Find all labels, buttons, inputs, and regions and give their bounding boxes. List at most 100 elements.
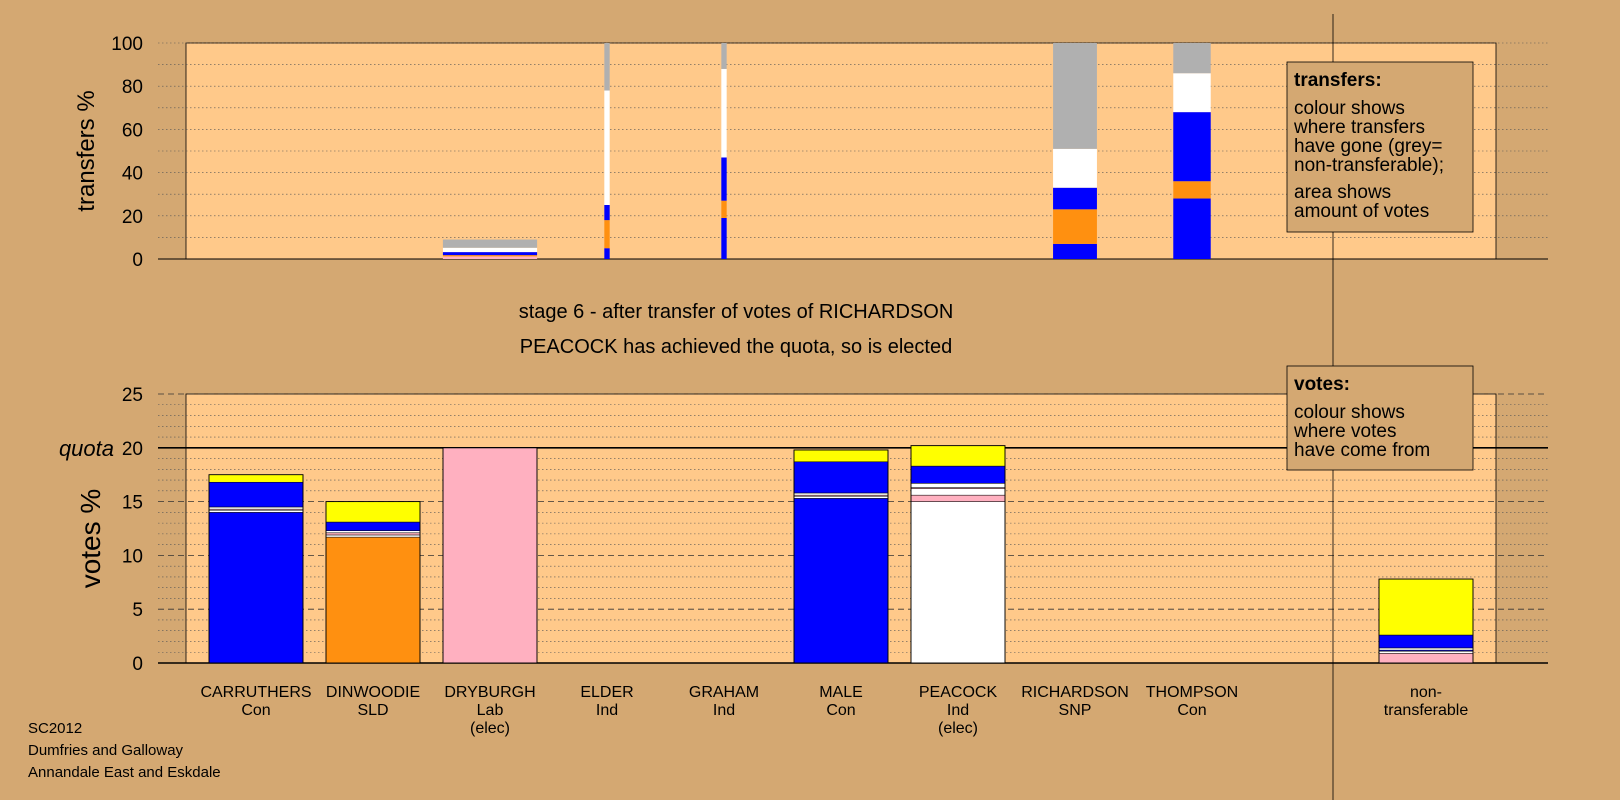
vote-segment-outline	[208, 474, 304, 664]
vote-segment	[910, 445, 1006, 467]
votes-y-tick-label: 25	[122, 385, 143, 406]
vote-segment	[325, 521, 421, 531]
transfer-segment	[1053, 187, 1097, 210]
transfer-segment	[442, 239, 538, 248]
transfers-y-tick-label: 80	[122, 77, 143, 98]
votes-legend-box	[1286, 365, 1474, 471]
quota-label: quota	[59, 436, 114, 461]
candidate-party-label: Con	[241, 702, 270, 719]
vote-segment	[208, 512, 304, 664]
vote-segment	[793, 449, 889, 463]
candidate-name-label: MALE	[819, 684, 863, 701]
nontransferable-label: transferable	[1384, 702, 1469, 719]
vote-segment	[910, 501, 1006, 664]
transfers-legend-text: where transfers	[1293, 117, 1425, 138]
votes-legend-text: where votes	[1293, 421, 1396, 442]
vote-segment-outline	[325, 501, 421, 664]
transfer-segment	[604, 43, 610, 91]
transfer-segment	[1173, 198, 1211, 259]
transfers-legend-text: have gone (grey=	[1294, 136, 1442, 157]
votes-y-tick-label: 20	[122, 439, 143, 460]
transfer-segment	[1173, 181, 1211, 199]
vote-segment	[325, 501, 421, 523]
nontransferable-segment	[1378, 578, 1474, 636]
candidate-name-label: DINWOODIE	[326, 684, 420, 701]
footer-line-1: SC2012	[28, 720, 83, 737]
transfer-segment	[442, 252, 538, 256]
transfer-segment	[721, 68, 727, 158]
candidate-name-label: RICHARDSON	[1021, 684, 1129, 701]
vote-segment	[325, 530, 421, 534]
vote-segment	[793, 492, 889, 496]
nontransferable-segment	[1378, 653, 1474, 664]
transfer-segment	[442, 247, 538, 253]
candidate-name-label: CARRUTHERS	[200, 684, 311, 701]
transfers-legend-text: area shows	[1294, 182, 1391, 203]
vote-segment	[910, 465, 1006, 484]
vote-segment-outline	[910, 445, 1006, 664]
vote-segment	[325, 534, 421, 538]
vote-segment	[910, 488, 1006, 496]
candidate-party-label: Lab	[477, 702, 504, 719]
transfers-y-axis-label: transfers %	[73, 90, 100, 211]
votes-legend-title: votes:	[1294, 374, 1350, 395]
transfer-segment	[1053, 243, 1097, 259]
transfer-segment	[721, 43, 727, 69]
transfer-segment	[1173, 112, 1211, 182]
transfer-segment	[1173, 43, 1211, 74]
footer: SC2012 Dumfries and Galloway Annandale E…	[28, 718, 221, 784]
candidate-name-label: GRAHAM	[689, 684, 759, 701]
nontransferable-segment	[1378, 650, 1474, 654]
transfer-segment	[604, 90, 610, 205]
vote-segment-outline	[442, 447, 538, 664]
votes-y-tick-label: 0	[132, 654, 143, 675]
transfer-segment	[1053, 148, 1097, 188]
nontransferable-label: non-	[1410, 684, 1442, 701]
transfer-segment	[1173, 73, 1211, 113]
transfers-legend-text: colour shows	[1294, 98, 1405, 119]
candidate-elected-label: (elec)	[938, 720, 978, 737]
vote-segment	[442, 447, 538, 664]
transfers-y-tick-label: 20	[122, 207, 143, 228]
votes-legend-text: colour shows	[1294, 402, 1405, 423]
transfer-segment	[442, 255, 538, 257]
candidate-name-label: PEACOCK	[919, 684, 998, 701]
votes-legend-text: have come from	[1294, 440, 1430, 461]
candidate-party-label: Con	[826, 702, 855, 719]
vote-segment	[325, 532, 421, 536]
vote-segment	[208, 474, 304, 483]
transfer-segment	[604, 220, 610, 249]
vote-segment	[910, 483, 1006, 488]
transfer-segment	[721, 217, 727, 259]
candidate-elected-label: (elec)	[470, 720, 510, 737]
candidate-party-label: SLD	[357, 702, 388, 719]
transfers-y-tick-label: 0	[132, 250, 143, 271]
transfers-legend-title: transfers:	[1294, 70, 1382, 91]
vote-segment	[793, 461, 889, 494]
transfer-segment	[721, 157, 727, 201]
transfers-legend-text: amount of votes	[1294, 201, 1429, 222]
transfer-segment	[721, 200, 727, 218]
transfer-segment	[604, 248, 610, 259]
candidate-name-label: THOMPSON	[1146, 684, 1238, 701]
votes-y-tick-label: 5	[132, 600, 143, 621]
transfers-legend-box	[1286, 61, 1474, 233]
transfer-segment	[442, 256, 538, 259]
transfers-y-tick-label: 40	[122, 164, 143, 185]
vote-segment	[208, 481, 304, 508]
candidate-party-label: SNP	[1059, 702, 1092, 719]
transfer-segment	[604, 205, 610, 221]
vote-segment	[325, 536, 421, 664]
vote-segment	[910, 494, 1006, 502]
vote-segment-outline	[793, 449, 889, 664]
footer-line-2: Dumfries and Galloway	[28, 742, 184, 759]
vote-segment	[793, 498, 889, 664]
candidate-party-label: Ind	[713, 702, 735, 719]
candidate-party-label: Ind	[947, 702, 969, 719]
stage-subtitle: PEACOCK has achieved the quota, so is el…	[520, 336, 952, 358]
transfers-plot-area	[185, 42, 1497, 260]
candidate-name-label: DRYBURGH	[444, 684, 535, 701]
vote-segment	[208, 509, 304, 513]
votes-y-tick-label: 10	[122, 546, 143, 567]
candidate-name-label: ELDER	[580, 684, 633, 701]
